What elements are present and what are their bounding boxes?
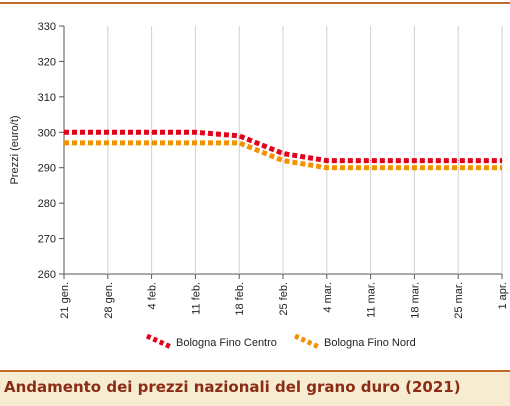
data-point: [413, 167, 415, 169]
caption-bar: Andamento dei prezzi nazionali del grano…: [0, 370, 510, 406]
data-point: [151, 142, 153, 144]
data-point: [107, 142, 109, 144]
y-axis-label: Prezzi (euro/t): [9, 115, 21, 184]
data-point: [63, 131, 65, 133]
x-tick-label: 18 mar.: [409, 282, 421, 319]
y-tick-label: 320: [38, 56, 56, 68]
x-tick-label: 21 gen.: [59, 282, 71, 319]
top-rule: [0, 2, 510, 4]
legend-swatch: [293, 333, 321, 350]
data-point: [238, 142, 240, 144]
y-tick-label: 280: [38, 198, 56, 210]
legend-label: Bologna Fino Nord: [324, 337, 416, 349]
x-tick-label: 4 feb.: [147, 282, 159, 310]
x-tick-label: 25 mar.: [453, 282, 465, 319]
x-tick-label: 1 apr.: [497, 282, 509, 310]
data-point: [107, 131, 109, 133]
data-point: [326, 160, 328, 162]
data-point: [370, 160, 372, 162]
data-point: [413, 160, 415, 162]
data-point: [457, 167, 459, 169]
chart-caption: Andamento dei prezzi nazionali del grano…: [4, 378, 461, 396]
data-point: [282, 160, 284, 162]
y-tick-label: 310: [38, 92, 56, 104]
legend-swatch: [145, 333, 173, 350]
data-point: [63, 142, 65, 144]
price-chart: 260 270 280 290 300 310 320 330 21 gen. 28 gen. 4…: [9, 21, 509, 350]
data-point: [151, 131, 153, 133]
y-tick-label: 260: [38, 269, 56, 281]
legend: Bologna Fino Centro Bologna Fino Nord: [145, 333, 416, 350]
data-point: [194, 142, 196, 144]
y-tick-label: 290: [38, 163, 56, 175]
series-lines: [63, 129, 503, 171]
data-point: [326, 167, 328, 169]
data-point: [282, 153, 284, 155]
series-line: [64, 140, 502, 171]
grid-lines: [107, 26, 503, 274]
x-tick-label: 18 feb.: [234, 282, 246, 316]
x-tick-label: 4 mar.: [322, 282, 334, 313]
x-axis-ticks: 21 gen. 28 gen. 4 feb. 11 feb. 18 feb. 25 feb…: [59, 274, 509, 319]
data-point: [370, 167, 372, 169]
y-tick-label: 330: [38, 21, 56, 33]
y-axis-ticks: 260 270 280 290 300 310 320 330: [38, 21, 64, 281]
data-point: [501, 160, 503, 162]
data-point: [194, 131, 196, 133]
x-tick-label: 11 feb.: [190, 282, 202, 315]
series-line: [64, 129, 502, 164]
y-tick-label: 300: [38, 127, 56, 139]
y-tick-label: 270: [38, 234, 56, 246]
data-point: [501, 167, 503, 169]
data-point: [238, 135, 240, 137]
legend-label: Bologna Fino Centro: [176, 337, 277, 349]
data-point: [457, 160, 459, 162]
x-tick-label: 28 gen.: [103, 282, 115, 319]
x-tick-label: 25 feb.: [278, 282, 290, 316]
x-tick-label: 11 mar.: [366, 282, 378, 318]
